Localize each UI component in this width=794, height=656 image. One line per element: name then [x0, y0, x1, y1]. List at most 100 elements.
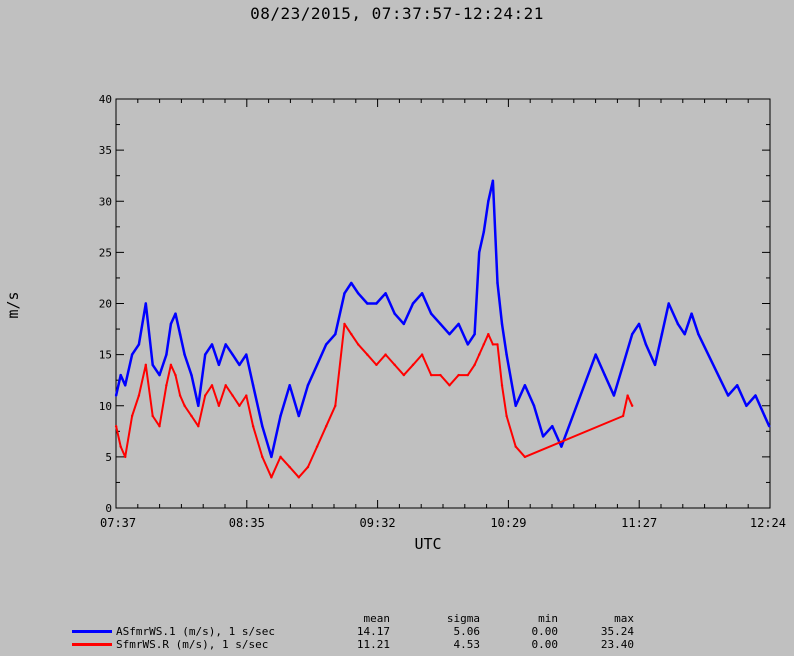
data-point-series-1 — [560, 445, 563, 448]
data-point-series-2 — [224, 384, 227, 387]
data-point-series-1 — [169, 322, 173, 326]
data-point-series-1 — [245, 353, 248, 356]
data-point-series-1 — [411, 302, 415, 305]
data-point-series-2 — [626, 394, 629, 397]
data-point-series-1 — [630, 332, 634, 336]
data-point-series-2 — [217, 404, 221, 407]
data-point-series-1 — [279, 414, 282, 418]
data-point-series-1 — [477, 251, 481, 254]
data-point-series-1 — [736, 384, 739, 387]
data-point-series-1 — [124, 384, 127, 387]
data-point-series-1 — [763, 414, 766, 418]
data-point-series-1 — [667, 302, 670, 305]
data-point-series-1 — [612, 394, 616, 397]
data-point-series-2 — [457, 373, 460, 377]
data-point-series-2 — [297, 476, 300, 479]
data-point-series-1 — [697, 332, 700, 336]
data-point-series-2 — [630, 404, 634, 407]
series-line-2 — [115, 322, 634, 479]
data-point-series-1 — [393, 312, 396, 315]
data-point-series-2 — [137, 394, 141, 397]
data-point-series-2 — [448, 384, 451, 387]
data-point-series-1 — [137, 343, 141, 346]
data-point-series-2 — [487, 332, 490, 336]
data-point-series-1 — [505, 353, 508, 356]
data-point-series-2 — [621, 414, 625, 418]
y-tick-label: 15 — [99, 349, 112, 362]
data-point-series-1 — [541, 435, 545, 438]
data-point-series-1 — [270, 455, 273, 459]
data-point-series-2 — [366, 353, 369, 356]
y-tick-label: 40 — [99, 93, 112, 106]
data-point-series-1 — [151, 363, 154, 367]
data-point-series-2 — [343, 322, 346, 326]
data-point-series-1 — [660, 332, 664, 336]
data-point-series-2 — [477, 353, 481, 356]
x-tick-label: 07:37 — [100, 516, 136, 530]
data-point-series-1 — [343, 292, 346, 295]
data-point-series-1 — [203, 353, 207, 356]
data-point-series-1 — [288, 384, 291, 387]
data-point-series-1 — [487, 200, 490, 203]
y-tick-label: 0 — [105, 502, 112, 515]
x-axis-label: UTC — [414, 535, 441, 553]
data-point-series-2 — [430, 373, 433, 377]
data-point-series-2 — [306, 465, 310, 469]
data-point-series-1 — [594, 353, 597, 356]
data-point-series-1 — [384, 292, 387, 295]
data-point-series-2 — [500, 384, 504, 387]
data-point-series-2 — [324, 425, 328, 428]
data-point-series-2 — [473, 363, 476, 367]
data-point-series-1 — [114, 394, 118, 397]
data-point-series-1 — [324, 343, 328, 346]
y-tick-label: 25 — [99, 246, 112, 259]
data-point-series-1 — [637, 322, 641, 326]
data-point-series-2 — [496, 343, 499, 346]
data-point-series-1 — [130, 353, 134, 356]
data-point-series-1 — [144, 302, 147, 305]
data-point-series-2 — [393, 363, 396, 367]
data-point-series-1 — [158, 373, 161, 377]
data-point-series-1 — [238, 363, 241, 367]
data-point-series-1 — [420, 292, 424, 295]
y-axis-label: m/s — [4, 291, 22, 318]
data-point-series-1 — [690, 312, 693, 315]
data-point-series-1 — [523, 384, 527, 387]
data-point-series-2 — [439, 373, 442, 377]
data-point-series-2 — [238, 404, 241, 407]
x-tick-label: 10:29 — [490, 516, 526, 530]
y-tick-label: 20 — [99, 298, 112, 311]
data-point-series-2 — [402, 373, 406, 377]
data-point-series-2 — [169, 363, 173, 367]
data-point-series-1 — [183, 353, 186, 356]
data-point-series-1 — [190, 373, 193, 377]
data-point-series-1 — [768, 425, 771, 428]
data-point-series-2 — [144, 363, 147, 367]
data-point-series-1 — [178, 332, 182, 336]
y-tick-label: 10 — [99, 400, 112, 413]
data-point-series-2 — [151, 414, 154, 418]
data-point-series-1 — [334, 332, 337, 336]
data-point-series-1 — [350, 281, 353, 285]
data-point-series-2 — [482, 343, 485, 346]
data-point-series-2 — [270, 476, 273, 479]
data-point-series-2 — [203, 394, 207, 397]
data-point-series-1 — [251, 384, 255, 387]
data-point-series-1 — [603, 373, 606, 377]
data-point-series-2 — [178, 394, 182, 397]
y-tick-label: 5 — [105, 451, 112, 464]
data-point-series-1 — [165, 353, 168, 356]
data-point-series-2 — [420, 353, 424, 356]
data-point-series-1 — [754, 394, 757, 397]
data-point-series-2 — [466, 373, 469, 377]
data-point-series-1 — [676, 322, 680, 326]
data-point-series-1 — [653, 363, 657, 367]
x-tick-label: 08:35 — [229, 516, 265, 530]
data-point-series-1 — [532, 404, 536, 407]
data-point-series-2 — [350, 332, 353, 336]
data-point-series-2 — [315, 445, 319, 448]
data-point-series-1 — [356, 292, 360, 295]
plot-frame — [115, 98, 771, 509]
x-tick-label: 12:24 — [750, 516, 786, 530]
data-point-series-1 — [621, 363, 625, 367]
